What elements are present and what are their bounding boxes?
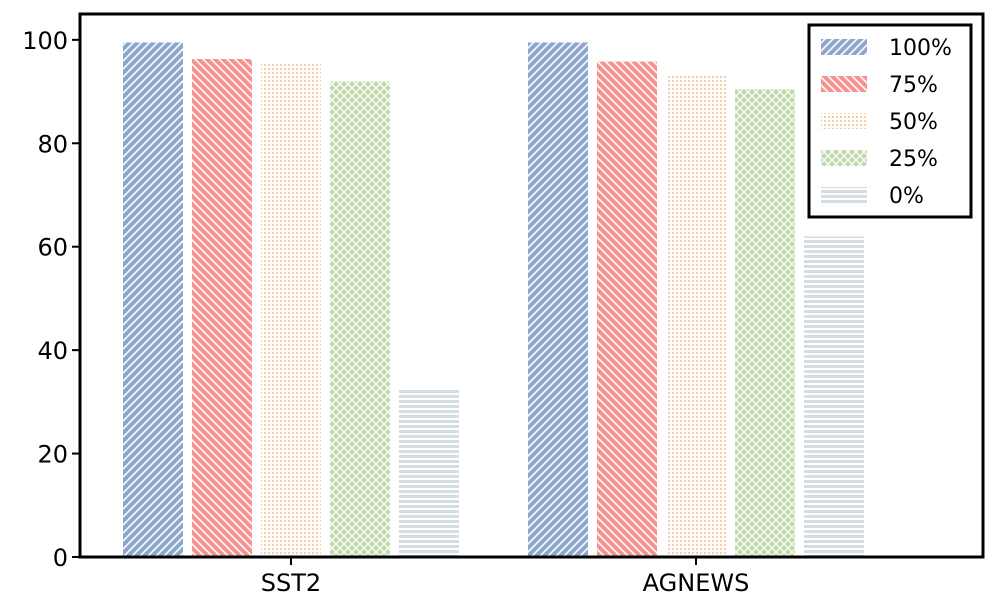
legend-label: 25%: [889, 147, 938, 172]
y-tick-label: 60: [37, 234, 68, 262]
legend-label: 100%: [889, 36, 952, 61]
x-axis: SST2 AGNEWS: [261, 557, 750, 597]
legend-swatch: [821, 150, 867, 166]
legend-label: 0%: [889, 184, 924, 209]
legend-swatch: [821, 113, 867, 129]
x-tick-label: SST2: [261, 569, 321, 597]
bar-sst2-100pct: [123, 42, 183, 557]
plot-frame: [78, 12, 985, 559]
legend-swatch: [821, 76, 867, 92]
legend-label: 75%: [889, 73, 938, 98]
bar-agnews-25pct: [735, 88, 795, 557]
y-axis: 0 20 40 60 80 100: [22, 27, 80, 572]
legend: 100% 75% 50% 25% 0%: [807, 23, 973, 219]
bar-agnews-0pct: [804, 236, 864, 557]
legend-swatch: [821, 187, 867, 203]
y-tick-label: 80: [37, 130, 68, 158]
y-tick-label: 0: [53, 544, 68, 572]
bar-sst2-75pct: [192, 58, 252, 558]
x-tick-label: AGNEWS: [643, 569, 750, 597]
y-tick-label: 100: [22, 27, 68, 55]
bar-agnews-50pct: [666, 75, 726, 557]
bar-sst2-0pct: [399, 389, 459, 557]
y-tick-label: 20: [37, 441, 68, 469]
y-tick-label: 40: [37, 337, 68, 365]
bar-sst2-25pct: [330, 81, 390, 557]
bar-agnews-75pct: [597, 61, 657, 557]
bar-sst2-50pct: [261, 63, 321, 557]
bars-group: [123, 42, 864, 558]
legend-label: 50%: [889, 110, 938, 135]
legend-swatch: [821, 39, 867, 55]
bar-agnews-100pct: [528, 42, 588, 557]
